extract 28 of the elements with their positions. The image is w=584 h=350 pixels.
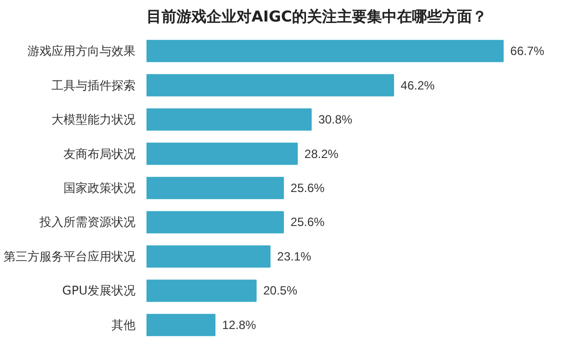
data-label: 46.2%: [400, 78, 436, 92]
y-tick-label: 投入所需资源状况: [38, 215, 136, 230]
y-tick-label: 大模型能力状况: [52, 112, 136, 127]
data-label: 25.6%: [290, 215, 325, 230]
bar: [146, 211, 284, 234]
y-tick-label: 其他: [112, 318, 136, 332]
y-tick-label: 友商布局状况: [64, 146, 136, 161]
y-tick-label: 工具与插件探索: [52, 78, 136, 92]
y-tick-label: 游戏应用方向与效果: [28, 44, 136, 58]
y-tick-label: 第三方服务平台应用状况: [4, 249, 136, 264]
data-label: 66.7%: [510, 44, 545, 58]
chart-title: 目前游戏企业对AIGC的关注主要集中在哪些方面？: [146, 8, 488, 26]
data-label: 12.8%: [222, 318, 256, 332]
data-label: 25.6%: [290, 181, 325, 195]
y-tick-label: GPU发展状况: [62, 284, 136, 298]
data-label: 30.8%: [318, 112, 353, 127]
bar: [146, 245, 271, 268]
bar: [146, 142, 298, 165]
data-label: 20.5%: [263, 284, 298, 298]
bar: [146, 40, 504, 62]
bar: [146, 74, 394, 96]
data-label: 23.1%: [277, 249, 312, 264]
bar: [146, 176, 284, 200]
bar: [146, 108, 312, 131]
bar: [146, 280, 257, 302]
y-tick-label: 国家政策状况: [64, 181, 136, 195]
data-label: 28.2%: [304, 146, 339, 161]
bar: [146, 314, 216, 336]
